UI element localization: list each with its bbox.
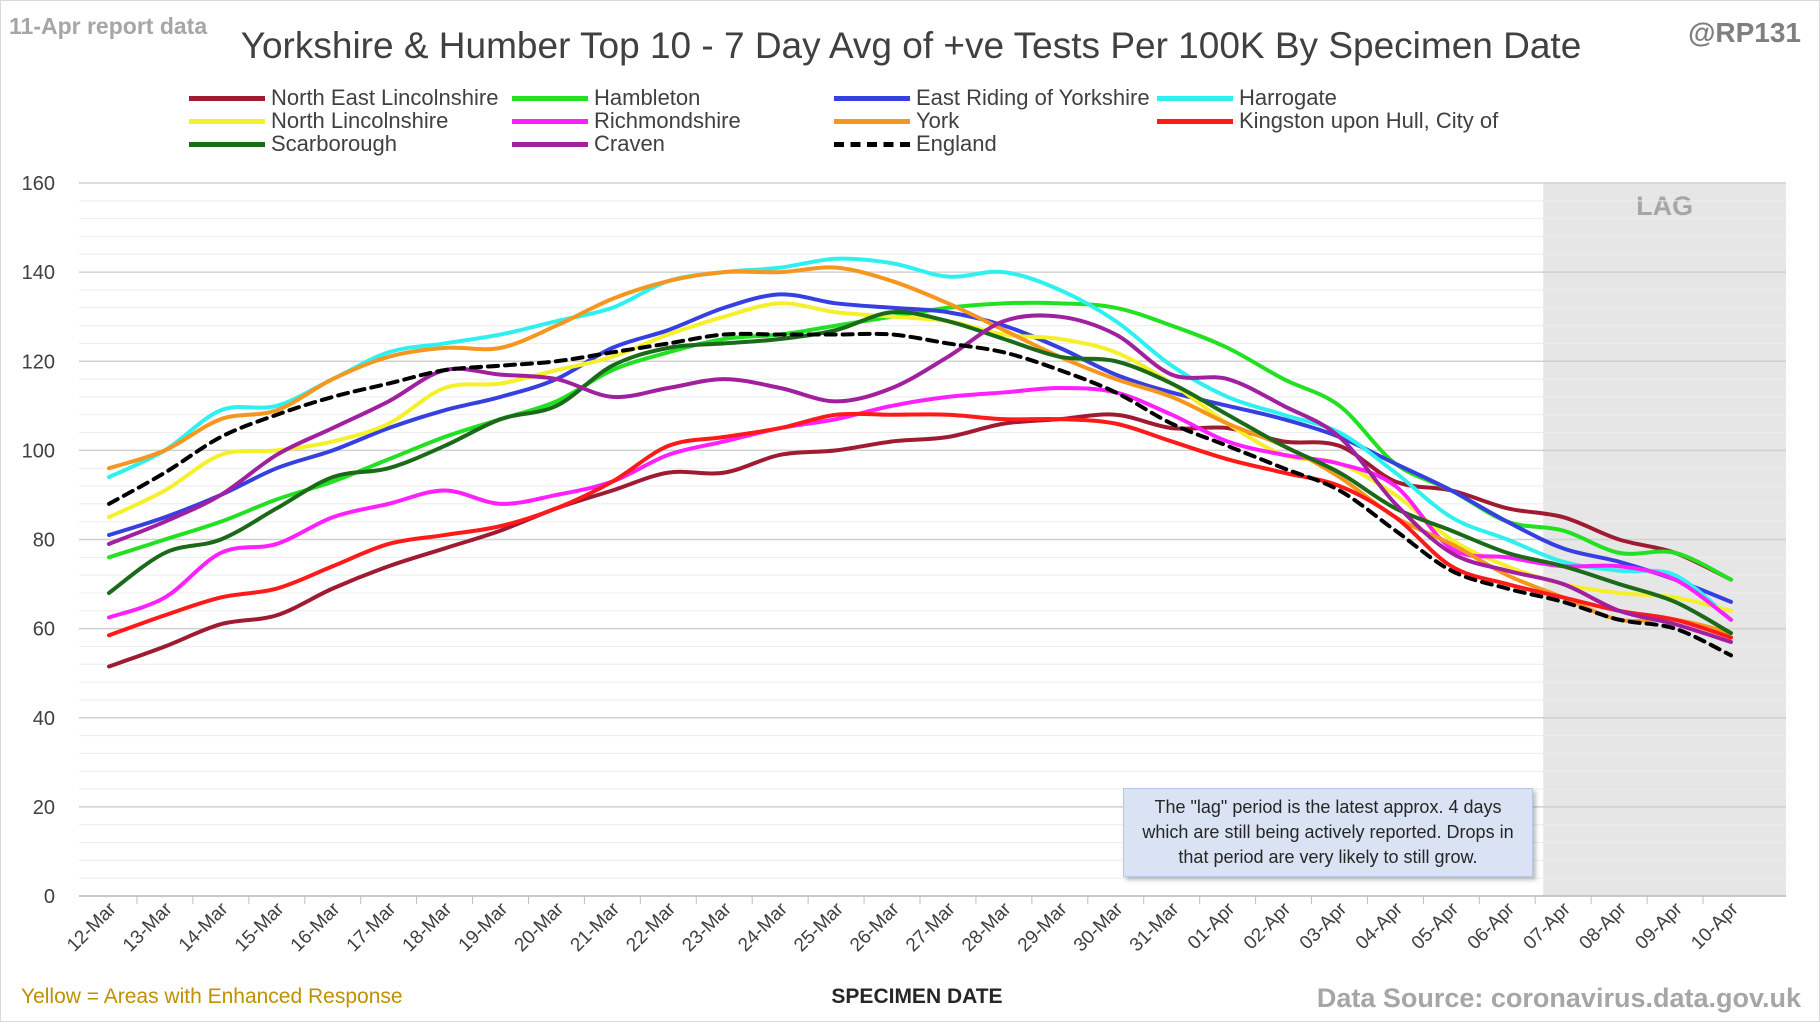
y-tick-label: 20 bbox=[33, 797, 55, 819]
legend-label: Hambleton bbox=[594, 85, 701, 110]
x-axis-title: SPECIMEN DATE bbox=[831, 985, 1003, 1008]
legend-swatch bbox=[1157, 96, 1233, 101]
x-tick-label: 25-Mar bbox=[790, 898, 848, 956]
x-tick-label: 09-Apr bbox=[1631, 898, 1687, 954]
x-tick-label: 22-Mar bbox=[622, 898, 680, 956]
legend-label: Harrogate bbox=[1239, 85, 1337, 110]
legend-swatch bbox=[1157, 119, 1233, 124]
series-line-england bbox=[107, 331, 1733, 658]
legend-label: Richmondshire bbox=[594, 108, 741, 133]
x-tick-label: 27-Mar bbox=[902, 898, 960, 956]
x-tick-label: 14-Mar bbox=[175, 898, 233, 956]
x-tick-label: 29-Mar bbox=[1014, 898, 1072, 956]
legend-label: North Lincolnshire bbox=[271, 108, 449, 133]
x-tick-label: 02-Apr bbox=[1240, 898, 1296, 954]
series-line-scarborough bbox=[107, 310, 1733, 636]
y-tick-label: 80 bbox=[33, 530, 55, 552]
report-date-label: 11-Apr report data bbox=[9, 13, 208, 39]
legend-swatch bbox=[189, 119, 265, 124]
x-tick-label: 06-Apr bbox=[1464, 898, 1520, 954]
series-line-richmondshire bbox=[107, 385, 1733, 622]
x-tick-label: 13-Mar bbox=[119, 898, 177, 956]
legend-swatch bbox=[834, 96, 910, 101]
x-tick-label: 20-Mar bbox=[511, 898, 569, 956]
x-tick-label: 08-Apr bbox=[1575, 898, 1631, 954]
legend-swatch bbox=[512, 119, 588, 124]
legend-swatch bbox=[834, 119, 910, 124]
x-tick-label: 12-Mar bbox=[63, 898, 121, 956]
legend-label: East Riding of Yorkshire bbox=[916, 85, 1150, 110]
enhanced-response-footnote: Yellow = Areas with Enhanced Response bbox=[21, 985, 403, 1008]
legend-label: North East Lincolnshire bbox=[271, 85, 499, 110]
legend-label: Kingston upon Hull, City of bbox=[1239, 108, 1499, 133]
y-tick-label: 0 bbox=[44, 886, 55, 908]
lag-region-label: LAG bbox=[1636, 191, 1693, 221]
x-tick-label: 21-Mar bbox=[567, 898, 625, 956]
series-line-north-lincolnshire bbox=[107, 301, 1733, 613]
series-line-harrogate bbox=[107, 256, 1733, 622]
series-line-craven bbox=[107, 313, 1733, 644]
x-tick-label: 03-Apr bbox=[1296, 898, 1352, 954]
x-tick-label: 26-Mar bbox=[846, 898, 904, 956]
y-tick-label: 100 bbox=[22, 440, 55, 462]
legend-swatch bbox=[189, 142, 265, 147]
y-tick-label: 40 bbox=[33, 708, 55, 730]
x-tick-label: 07-Apr bbox=[1520, 898, 1576, 954]
x-tick-label: 23-Mar bbox=[678, 898, 736, 956]
x-tick-label: 19-Mar bbox=[455, 898, 513, 956]
legend-label: York bbox=[916, 108, 960, 133]
legend-swatch bbox=[834, 142, 910, 147]
chart-title: Yorkshire & Humber Top 10 - 7 Day Avg of… bbox=[240, 25, 1582, 66]
legend-swatch bbox=[189, 96, 265, 101]
x-tick-label: 17-Mar bbox=[343, 898, 401, 956]
legend-label: Scarborough bbox=[271, 131, 397, 156]
x-tick-label: 10-Apr bbox=[1687, 898, 1743, 954]
y-tick-label: 120 bbox=[22, 351, 55, 373]
legend-label: Craven bbox=[594, 131, 665, 156]
x-tick-label: 05-Apr bbox=[1408, 898, 1464, 954]
x-tick-label: 30-Mar bbox=[1070, 898, 1128, 956]
x-tick-label: 01-Apr bbox=[1184, 898, 1240, 954]
legend-swatch bbox=[512, 142, 588, 147]
y-tick-label: 160 bbox=[22, 173, 55, 195]
x-tick-label: 31-Mar bbox=[1126, 898, 1184, 956]
x-tick-label: 28-Mar bbox=[958, 898, 1016, 956]
author-handle: @RP131 bbox=[1688, 17, 1801, 48]
x-tick-label: 16-Mar bbox=[287, 898, 345, 956]
chart-legend: North East Lincolnshire Hambleton East Rid… bbox=[189, 85, 1749, 169]
y-tick-label: 140 bbox=[22, 262, 55, 284]
legend-label: England bbox=[916, 131, 997, 156]
data-source-label: Data Source: coronavirus.data.gov.uk bbox=[1316, 983, 1801, 1013]
series-line-east-riding-of-yorkshire bbox=[107, 292, 1733, 604]
x-tick-label: 04-Apr bbox=[1352, 898, 1408, 954]
lag-explanation-note: The "lag" period is the latest approx. 4… bbox=[1123, 788, 1533, 877]
x-tick-label: 24-Mar bbox=[734, 898, 792, 956]
x-tick-label: 18-Mar bbox=[399, 898, 457, 956]
legend-swatch bbox=[512, 96, 588, 101]
y-tick-label: 60 bbox=[33, 619, 55, 641]
series-line-york bbox=[107, 265, 1733, 636]
x-tick-label: 15-Mar bbox=[231, 898, 289, 956]
series-line-kingston-upon-hull-city-of bbox=[107, 411, 1733, 640]
